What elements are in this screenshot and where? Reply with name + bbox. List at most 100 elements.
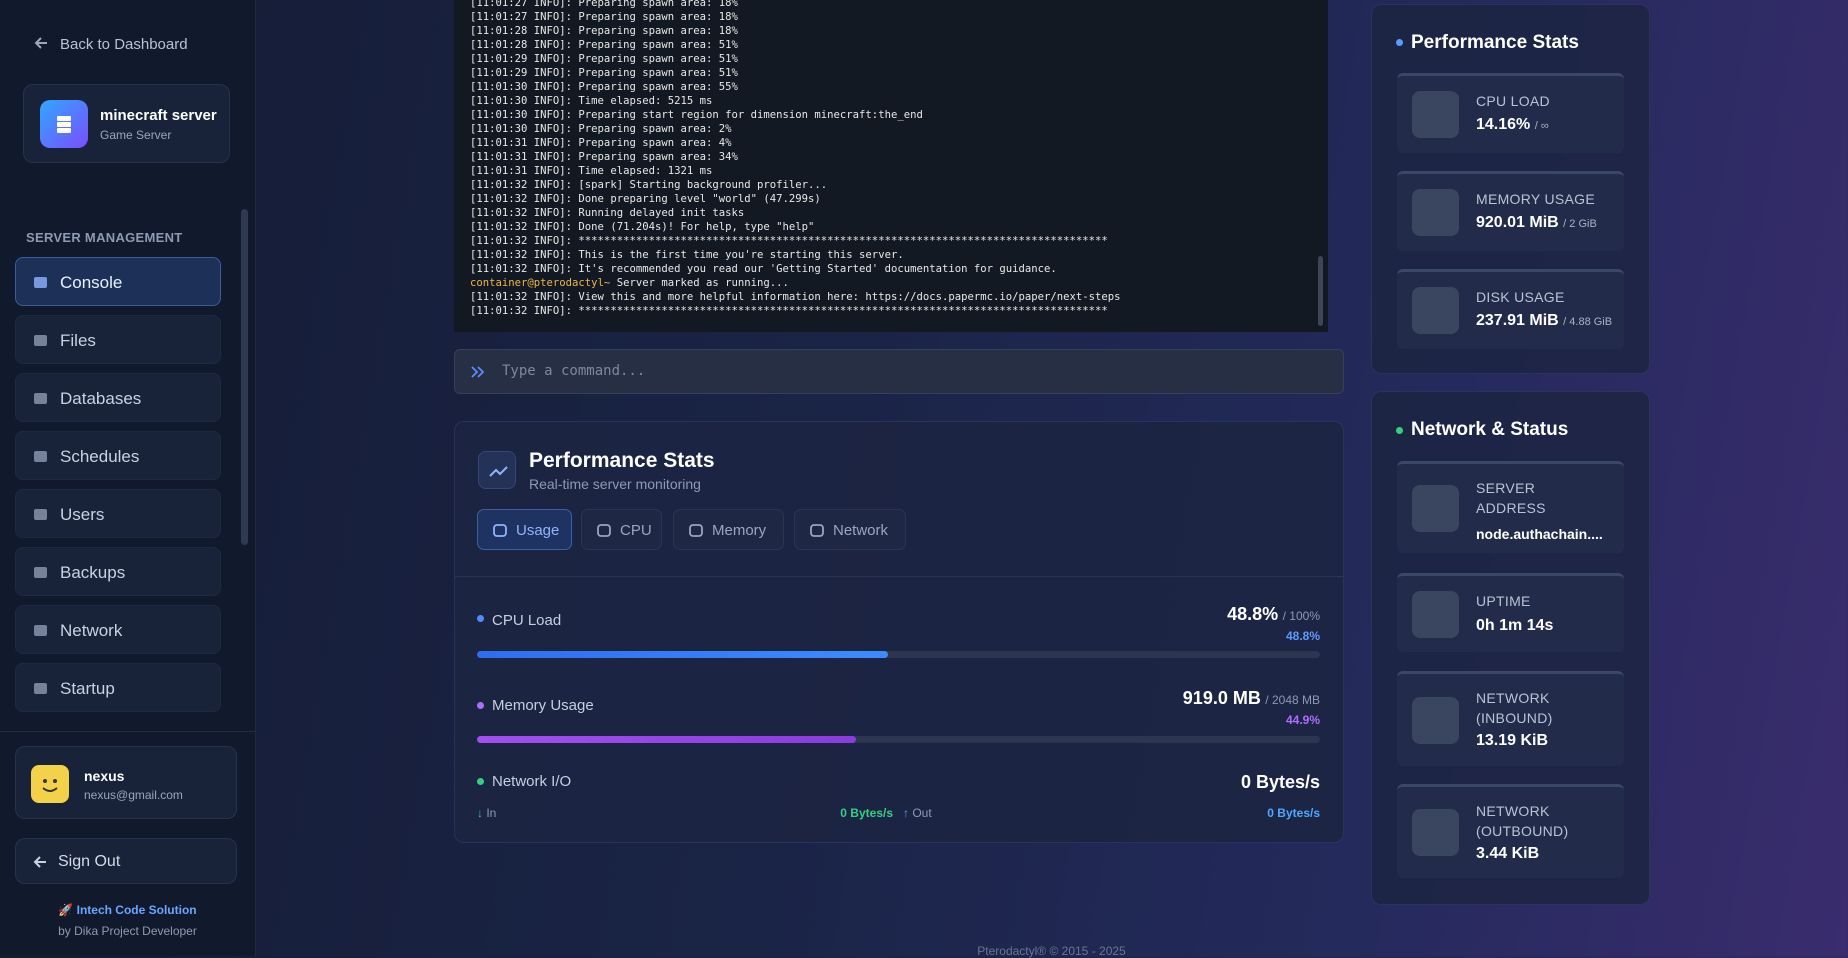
log-line: [11:01:28 INFO]: Preparing spawn area: 1…	[470, 25, 738, 37]
back-link[interactable]: Back to Dashboard	[60, 36, 188, 53]
dot	[477, 702, 484, 709]
nav-item[interactable]: Console	[15, 257, 221, 306]
nav-label: Network	[60, 621, 123, 640]
tile-icon	[1412, 189, 1459, 236]
user-email: nexus@gmail.com	[84, 788, 183, 802]
nav-item[interactable]: Users	[15, 489, 221, 538]
tab[interactable]: CPU	[581, 509, 662, 550]
status-tile: NETWORK (OUTBOUND) 3.44 KiB	[1397, 784, 1624, 878]
tile-value: 0h 1m 14s	[1476, 617, 1554, 634]
out-label: Out	[912, 806, 932, 820]
tile-icon	[1412, 809, 1459, 856]
log-line: [11:01:30 INFO]: Preparing start region …	[470, 109, 923, 121]
dot	[1396, 39, 1403, 46]
stats-title: Performance Stats	[1411, 32, 1579, 53]
memory-label: Memory Usage	[492, 697, 594, 714]
sign-out[interactable]: Sign Out	[15, 838, 237, 884]
log-line: [11:01:29 INFO]: Preparing spawn area: 5…	[470, 53, 738, 65]
prompt: container@pterodactyl~	[470, 277, 611, 289]
status-tile: UPTIME 0h 1m 14s	[1397, 573, 1624, 652]
cpu-track	[477, 651, 1320, 658]
footer: Pterodactyl® © 2015 - 2025	[977, 944, 1126, 958]
tile-icon	[1412, 696, 1459, 744]
performance-icon	[478, 451, 516, 489]
nav-label: Console	[60, 273, 123, 292]
log-line: [11:01:32 INFO]: [spark] Starting backgr…	[470, 179, 828, 191]
status-tile: SERVER ADDRESS node.authachain....	[1397, 461, 1624, 553]
section-heading: SERVER MANAGEMENT	[26, 230, 183, 245]
nav-item[interactable]: Startup	[15, 663, 221, 712]
byline: by Dika Project Developer	[58, 924, 197, 938]
tab[interactable]: Memory	[673, 509, 784, 550]
user-name: nexus	[84, 768, 125, 784]
cpu-limit: / 100%	[1282, 609, 1320, 623]
log-line: [11:01:32 INFO]: Done (71.204s)! For hel…	[470, 221, 815, 233]
nav-item[interactable]: Backups	[15, 547, 221, 596]
memory-track	[477, 736, 1320, 743]
cpu-label: CPU Load	[492, 612, 562, 629]
network-value: 0 Bytes/s	[1240, 772, 1320, 792]
nav-item[interactable]: Files	[15, 315, 221, 364]
tab-label: Usage	[516, 522, 560, 539]
log-line: [11:01:29 INFO]: Preparing spawn area: 5…	[470, 67, 738, 79]
tile-label: DISK USAGE	[1476, 289, 1565, 305]
limit: / 4.88 GiB	[1563, 316, 1613, 328]
nav-icon	[34, 393, 47, 404]
back-icon	[34, 37, 47, 49]
avatar	[31, 765, 69, 803]
limit: / 2 GiB	[1563, 218, 1597, 230]
performance-title: Performance Stats	[529, 449, 715, 472]
log-line: container@pterodactyl~ Server marked as …	[470, 277, 789, 289]
network-in: ↓ In	[477, 806, 497, 820]
nav-icon	[34, 625, 47, 636]
nav-item[interactable]: Databases	[15, 373, 221, 422]
log-line: [11:01:32 INFO]: ***********************…	[470, 235, 1108, 247]
tile-value: 14.16% / ∞	[1476, 116, 1549, 134]
value: 14.16%	[1476, 116, 1531, 133]
nav-item[interactable]: Network	[15, 605, 221, 654]
status-tile: NETWORK (INBOUND) 13.19 KiB	[1397, 671, 1624, 766]
tab-icon	[493, 524, 507, 537]
credit: 🚀 Intech Code Solution	[58, 903, 197, 917]
nav-label: Users	[60, 505, 105, 524]
in-value: 0 Bytes/s	[840, 806, 893, 820]
stat-tile: MEMORY USAGE 920.01 MiB / 2 GiB	[1397, 171, 1624, 251]
tile-label: NETWORK (OUTBOUND)	[1476, 803, 1569, 839]
tab[interactable]: Usage	[477, 509, 572, 550]
network-out: ↑ Out	[903, 806, 932, 820]
cpu-value-row: 48.8% / 100%	[1227, 604, 1320, 625]
log-line: [11:01:30 INFO]: Preparing spawn area: 5…	[470, 81, 738, 93]
tile-value: 237.91 MiB / 4.88 GiB	[1476, 312, 1612, 330]
stat-tile: CPU LOAD 14.16% / ∞	[1397, 73, 1624, 153]
memory-limit: / 2048 MB	[1265, 693, 1320, 707]
tab-icon	[597, 524, 611, 537]
tab[interactable]: Network	[794, 509, 906, 550]
tile-value: node.authachain....	[1476, 526, 1603, 542]
tab-label: CPU	[620, 522, 652, 539]
server-type: Game Server	[100, 128, 172, 142]
nav-icon	[34, 277, 47, 288]
tile-icon	[1412, 287, 1459, 334]
server-icon	[40, 100, 88, 148]
performance-card: Performance Stats Real-time server monit…	[454, 421, 1344, 843]
nav-icon	[34, 451, 47, 462]
log-line: [11:01:32 INFO]: View this and more help…	[470, 291, 1121, 303]
nav-label: Startup	[60, 679, 115, 698]
log-line: [11:01:27 INFO]: Preparing spawn area: 1…	[470, 11, 738, 23]
status-title: Network & Status	[1411, 419, 1569, 440]
command-input[interactable]: Type a command...	[454, 349, 1344, 394]
limit: / ∞	[1534, 120, 1549, 132]
divider	[455, 576, 1343, 577]
in-label: In	[486, 806, 497, 820]
log-line: [11:01:31 INFO]: Time elapsed: 1321 ms	[470, 165, 713, 177]
tile-value: 13.19 KiB	[1476, 732, 1549, 749]
divider	[0, 731, 255, 732]
nav-list: Console Files Databases Schedules Users Backu…	[0, 250, 240, 731]
dot	[477, 615, 484, 622]
nav-item[interactable]: Schedules	[15, 431, 221, 480]
log-line: [11:01:32 INFO]: ***********************…	[470, 305, 1108, 317]
dot	[477, 778, 484, 785]
tile-label: MEMORY USAGE	[1476, 191, 1595, 207]
tile-label: CPU LOAD	[1476, 93, 1550, 109]
log-line: [11:01:27 INFO]: Preparing spawn area: 1…	[470, 0, 738, 9]
